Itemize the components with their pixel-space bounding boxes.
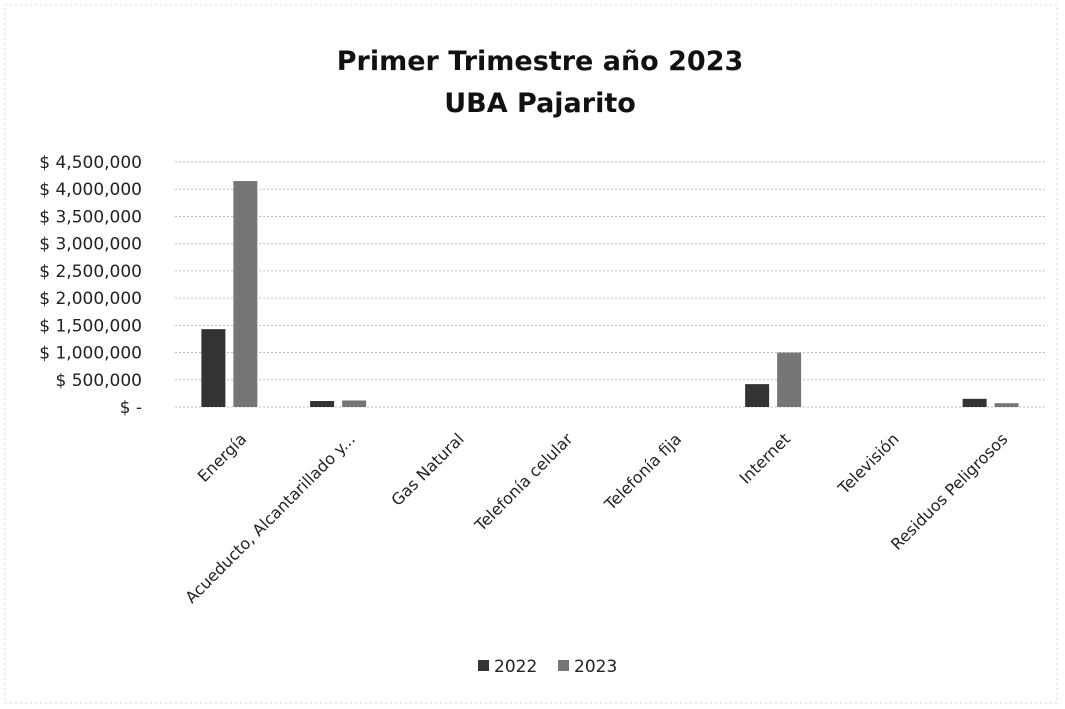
bar-2022 [962,398,987,407]
y-tick-label: $ 500,000 [55,371,142,391]
legend-label-2023: 2023 [574,657,617,677]
legend-swatch-2022 [478,660,489,671]
chart-border [4,4,1058,704]
y-tick-label: $ 2,000,000 [39,289,142,309]
bar-2023 [342,400,367,407]
y-tick-label: $ 4,500,000 [39,153,142,173]
y-tick-label: $ 2,500,000 [39,262,142,282]
chart-title-line-1: Primer Trimestre año 2023 [337,46,744,77]
bar-2022 [310,401,335,407]
y-tick-label: $ 4,000,000 [39,180,142,200]
bar-2023 [233,181,258,407]
chart-title-line-2: UBA Pajarito [444,88,636,119]
y-tick-label: $ 3,500,000 [39,207,142,227]
y-tick-label: $ 3,000,000 [39,235,142,255]
y-tick-label: $ - [120,398,142,418]
legend: 2022 2023 [478,657,617,677]
bar-2023 [777,352,802,407]
legend-label-2022: 2022 [494,657,537,677]
bar-2022 [201,329,226,407]
bar-2023 [994,403,1019,407]
bar-2022 [745,384,770,407]
legend-swatch-2023 [558,660,569,671]
y-tick-label: $ 1,500,000 [39,316,142,336]
y-tick-label: $ 1,000,000 [39,344,142,364]
bars [201,181,1019,407]
gridlines [175,161,1045,408]
y-axis-ticks: $ 4,500,000 $ 4,000,000 $ 3,500,000 $ 3,000… [39,153,142,418]
